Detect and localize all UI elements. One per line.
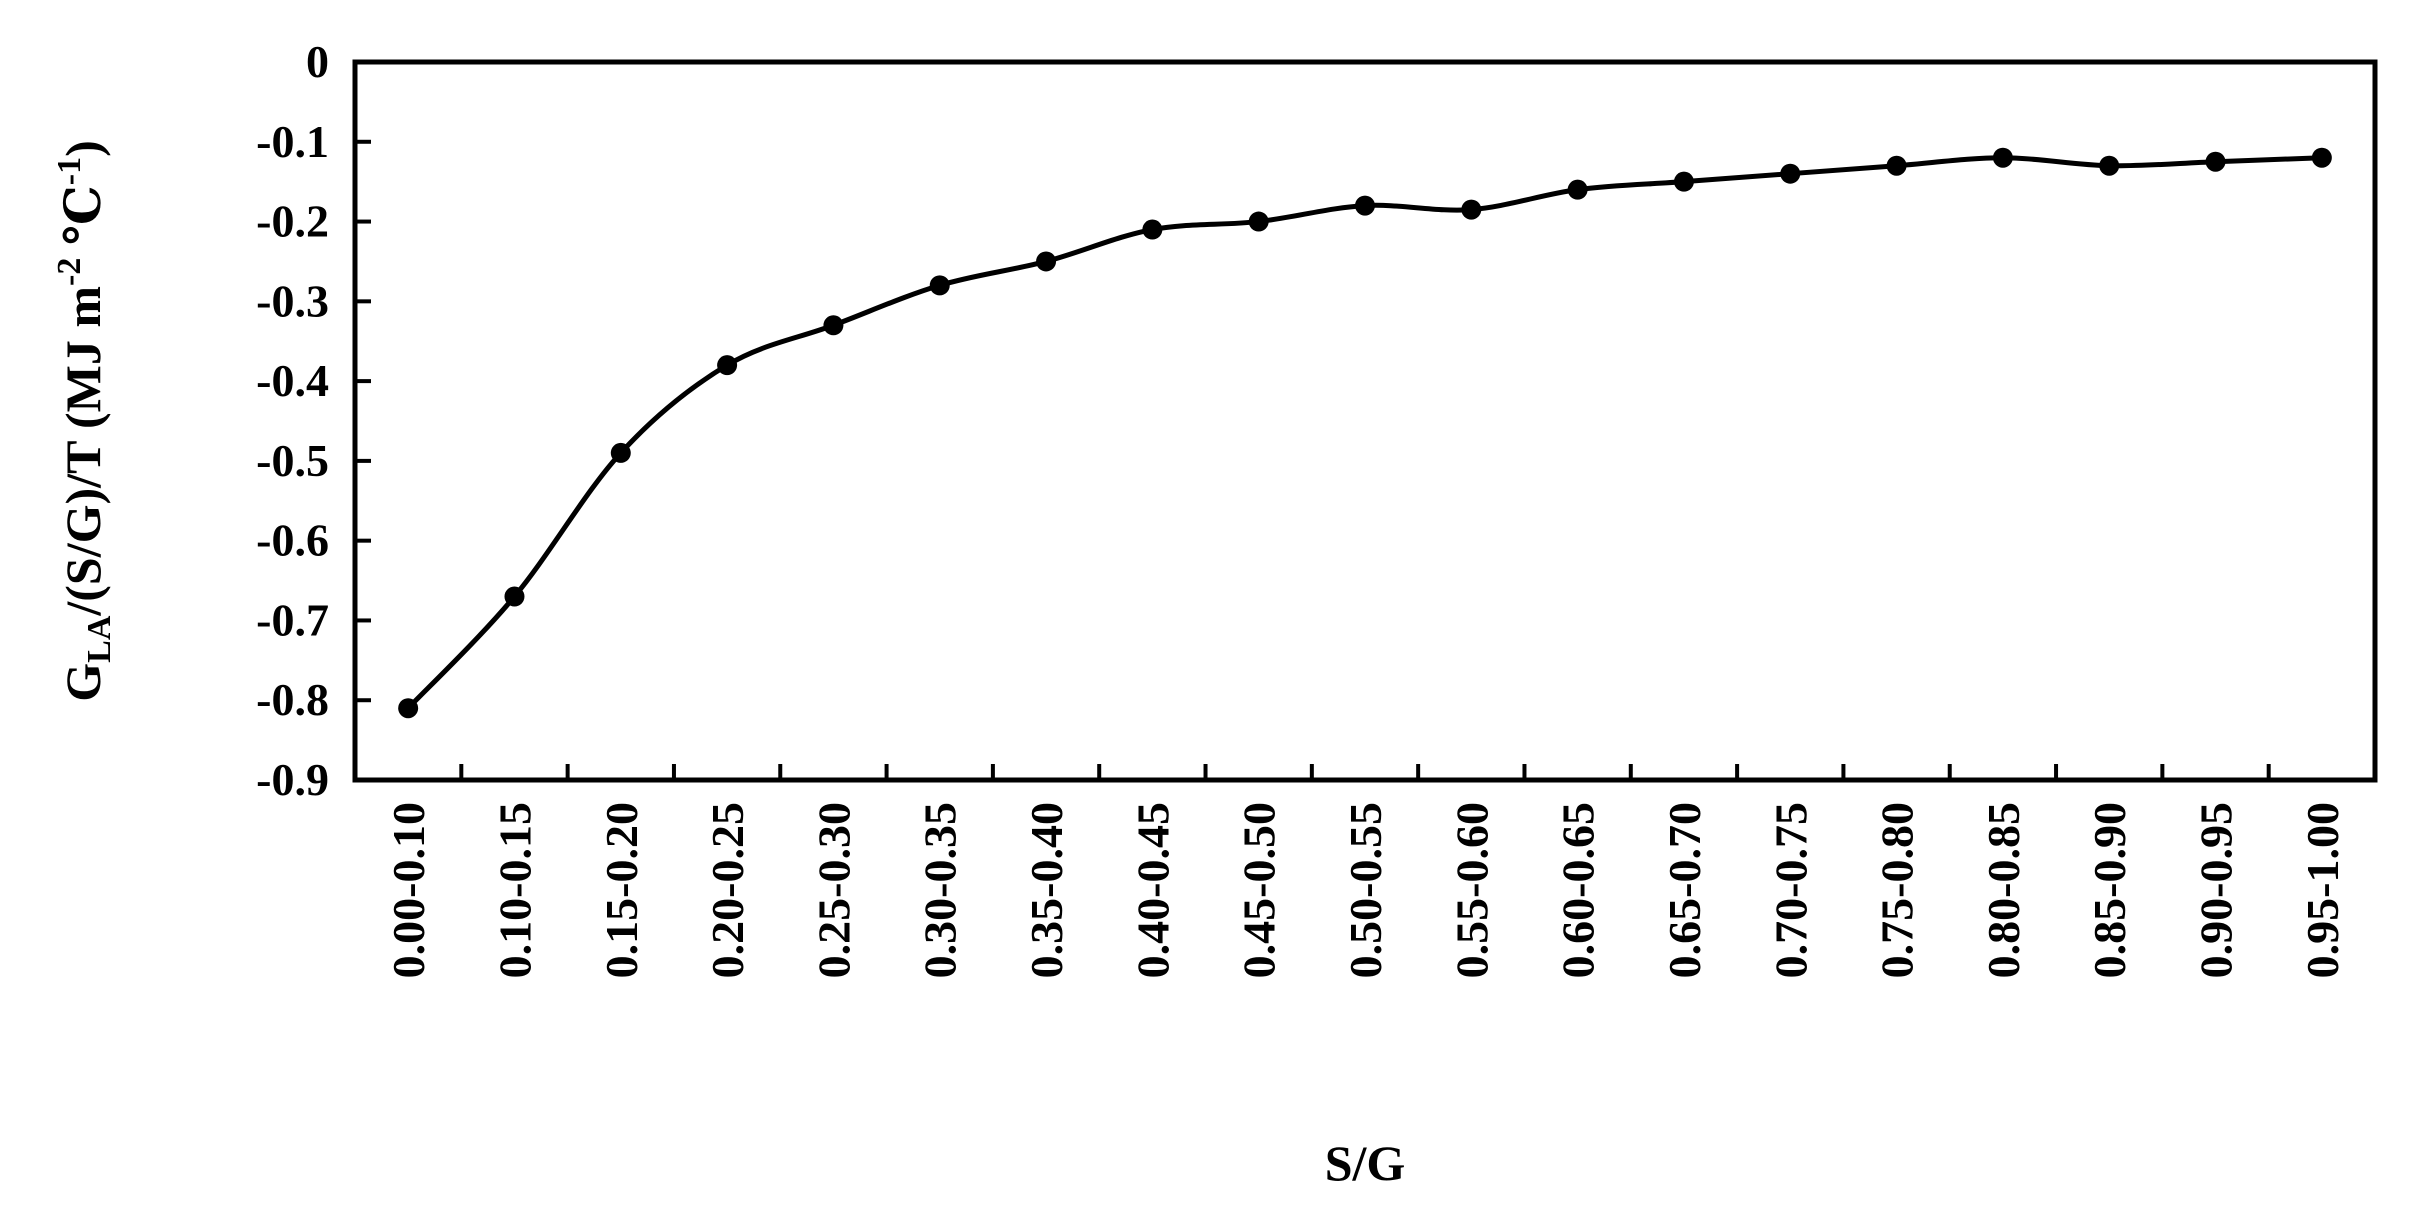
y-tick-label: 0 [306, 36, 329, 87]
data-point [1461, 199, 1482, 220]
data-point [2099, 155, 2120, 176]
series-line [406, 155, 2322, 710]
data-point [1886, 155, 1907, 176]
plot-frame [352, 59, 2378, 783]
y-axis-title-exponent-2: -1 [51, 157, 88, 185]
y-tick-label: -0.3 [256, 275, 329, 326]
x-tick-label: 0.25-0.30 [808, 802, 859, 978]
data-point [1780, 163, 1801, 184]
x-tick-label: 0.40-0.45 [1127, 802, 1178, 978]
x-tick-label: 0.85-0.90 [2084, 802, 2135, 978]
x-tick-label: 0.00-0.10 [383, 802, 434, 978]
x-tick-label: 0.75-0.80 [1872, 802, 1923, 978]
x-tick-label: 0.55-0.60 [1446, 802, 1497, 978]
x-tick-label: 0.45-0.50 [1234, 802, 1285, 978]
y-tick-label: -0.1 [256, 116, 329, 167]
data-point [2205, 151, 2226, 172]
y-tick-label: -0.2 [256, 196, 329, 247]
y-tick-label: -0.6 [256, 515, 329, 566]
data-point [1142, 219, 1163, 240]
y-tick-label: -0.5 [256, 435, 329, 486]
data-point [929, 275, 950, 296]
y-axis-title-suffix: ) [55, 140, 111, 157]
y-axis-title-middle: /(S/G)/T (MJ m [55, 286, 111, 617]
y-axis-ticks: 0 -0.1 -0.2 -0.3 -0.4 -0.5 -0.6 -0.7 -0.8 -0.9 [256, 36, 371, 805]
x-tick-label: 0.80-0.85 [1978, 802, 2029, 978]
y-axis-title-unit: ℃ [55, 185, 111, 257]
y-axis-title-prefix: G [55, 663, 111, 702]
x-tick-label: 0.20-0.25 [702, 802, 753, 978]
x-tick-label: 0.30-0.35 [915, 802, 966, 978]
x-tick-label: 0.10-0.15 [489, 802, 540, 978]
x-tick-label: 0.65-0.70 [1659, 802, 1710, 978]
data-point [398, 698, 419, 719]
data-point [717, 355, 738, 376]
y-tick-label: -0.9 [256, 754, 329, 805]
y-tick-label: -0.8 [256, 674, 329, 725]
x-tick-label: 0.35-0.40 [1021, 802, 1072, 978]
x-tick-label: 0.90-0.95 [2191, 802, 2242, 978]
data-point [823, 315, 844, 336]
y-tick-label: -0.7 [256, 594, 329, 645]
x-tick-label: 0.15-0.20 [596, 802, 647, 978]
x-tick-label: 0.50-0.55 [1340, 802, 1391, 978]
x-axis-ticks: 0.00-0.10 0.10-0.15 0.15-0.20 0.20-0.25 0.25… [383, 764, 2348, 978]
data-point [1355, 195, 1375, 216]
data-point [1992, 147, 2013, 168]
x-tick-label: 0.70-0.75 [1765, 802, 1816, 978]
x-tick-label: 0.95-1.00 [2297, 802, 2348, 978]
data-point [1248, 211, 1269, 232]
y-axis-title-exponent-1: -2 [51, 258, 88, 286]
data-point [1036, 251, 1057, 272]
data-point [504, 586, 525, 607]
y-axis-title-subscript: LA [81, 615, 118, 663]
y-axis-title: GLA/(S/G)/T (MJ m-2 ℃-1) [51, 140, 118, 702]
x-tick-label: 0.60-0.65 [1553, 802, 1604, 978]
plot-area [352, 59, 2378, 783]
data-point [610, 442, 631, 463]
series-layer [398, 147, 2332, 719]
y-tick-label: -0.4 [256, 355, 329, 406]
x-axis-title: S/G [1325, 1135, 1406, 1191]
data-point [1567, 179, 1588, 200]
data-point [1673, 171, 1694, 192]
data-point [2311, 147, 2332, 168]
